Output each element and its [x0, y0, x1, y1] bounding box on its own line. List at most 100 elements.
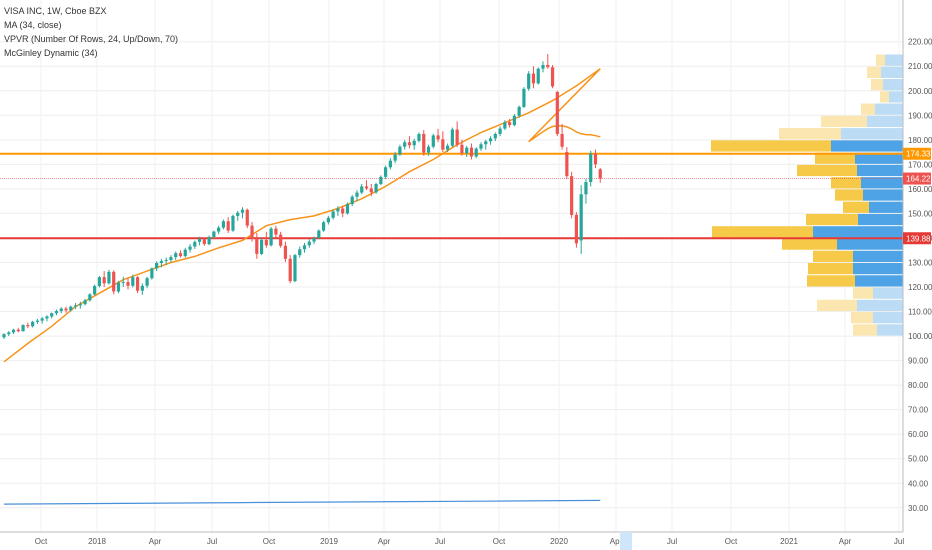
candle-body: [584, 182, 588, 195]
candle-body: [35, 320, 39, 322]
candle-body: [174, 253, 178, 258]
vp-bar-down: [871, 79, 883, 91]
y-tick-label: 100.00: [908, 332, 932, 341]
candle-body: [283, 245, 288, 259]
candle-body: [274, 228, 278, 235]
vp-bar-down: [880, 91, 889, 103]
candle-body: [40, 318, 44, 321]
candle-body: [307, 241, 311, 246]
candle-body: [484, 141, 488, 145]
y-tick-label: 200.00: [908, 87, 932, 96]
candle-body: [550, 67, 555, 87]
price-tag-label: 139.88: [906, 234, 931, 243]
candle-body: [541, 65, 545, 69]
x-tick-label: Apr: [149, 537, 162, 546]
candle-body: [560, 133, 564, 147]
price-tags: 174.33 164.22 139.88: [903, 147, 931, 245]
candle-body: [145, 278, 149, 286]
x-tick-label: 2018: [88, 537, 106, 546]
candle-body: [345, 204, 350, 214]
candle-body: [503, 122, 507, 129]
candle-body: [407, 142, 412, 146]
candle-body: [312, 237, 316, 242]
y-tick-label: 130.00: [908, 258, 932, 267]
candle-body: [183, 249, 187, 257]
vp-bar-up: [867, 115, 903, 128]
mcginley-line: [3, 499, 601, 505]
candle-body: [169, 257, 173, 261]
candle-body: [150, 268, 154, 279]
vp-bar-down: [853, 287, 873, 299]
candle-body: [336, 208, 340, 212]
x-tick-label: 2019: [320, 537, 338, 546]
candle-body: [455, 129, 459, 145]
candle-body: [388, 160, 392, 168]
x-tick-label: Apr: [839, 537, 852, 546]
candle-body: [298, 249, 302, 256]
vp-bar-up: [841, 128, 903, 140]
y-tick-label: 30.00: [908, 504, 929, 513]
grid: [0, 0, 903, 532]
x-tick-label: Jul: [894, 537, 904, 546]
legend-ma: MA (34, close): [4, 20, 62, 30]
vp-bar-up: [885, 54, 903, 66]
candle-body: [598, 169, 602, 179]
candle-body: [112, 271, 116, 292]
vp-bar-up: [875, 103, 903, 115]
candle-body: [384, 167, 388, 177]
candle-body: [73, 305, 78, 307]
vp-bar-down: [817, 299, 857, 312]
candle-body: [555, 91, 559, 134]
vp-bar-up: [873, 287, 903, 299]
candle-body: [226, 221, 230, 231]
vp-bar-down: [712, 226, 813, 238]
vp-bar-down: [876, 54, 885, 66]
candle-body: [417, 133, 421, 141]
vp-bar-down: [853, 324, 877, 336]
y-tick-label: 90.00: [908, 357, 929, 366]
price-tag-label: 174.33: [906, 150, 931, 159]
candle-body: [26, 325, 30, 327]
ma34-layer: [3, 68, 601, 363]
candle-body: [593, 153, 598, 165]
candle-body: [69, 306, 73, 311]
candle-body: [188, 246, 192, 250]
y-tick-label: 150.00: [908, 209, 932, 218]
candle-body: [250, 225, 254, 240]
candle-body: [64, 308, 68, 311]
candle-body: [493, 133, 497, 139]
vp-bar-up: [883, 79, 903, 91]
candle-body: [302, 245, 307, 250]
candle-body: [45, 316, 49, 319]
candle-body: [589, 153, 593, 183]
candle-body: [317, 230, 321, 238]
price-tag-label: 164.22: [906, 175, 931, 184]
candle-body: [259, 239, 264, 254]
y-tick-label: 220.00: [908, 38, 932, 47]
mcginley-layer: [3, 499, 601, 505]
candle-body: [140, 285, 144, 291]
x-tick-label: Jul: [435, 537, 445, 546]
y-tick-label: 110.00: [908, 308, 932, 317]
candle-body: [426, 146, 431, 153]
vp-bar-down: [867, 66, 881, 79]
vp-bar-down: [831, 177, 861, 189]
candle-body: [431, 135, 435, 147]
vp-bar-down: [813, 250, 853, 262]
candle-body: [341, 208, 345, 214]
y-tick-label: 160.00: [908, 185, 932, 194]
vp-bar-down: [807, 275, 855, 287]
vp-bar-down: [797, 164, 857, 177]
candle-body: [193, 241, 197, 247]
candle-body: [479, 144, 483, 149]
vp-bar-up: [853, 262, 903, 275]
vp-bar-up: [858, 213, 903, 226]
candle-body: [536, 68, 540, 84]
vp-bar-down: [861, 103, 875, 115]
candle-body: [102, 277, 106, 284]
candle-body: [116, 282, 121, 292]
candle-body: [565, 152, 569, 177]
price-tag: [903, 147, 931, 160]
legend-mcginley: McGinley Dynamic (34): [4, 48, 98, 58]
